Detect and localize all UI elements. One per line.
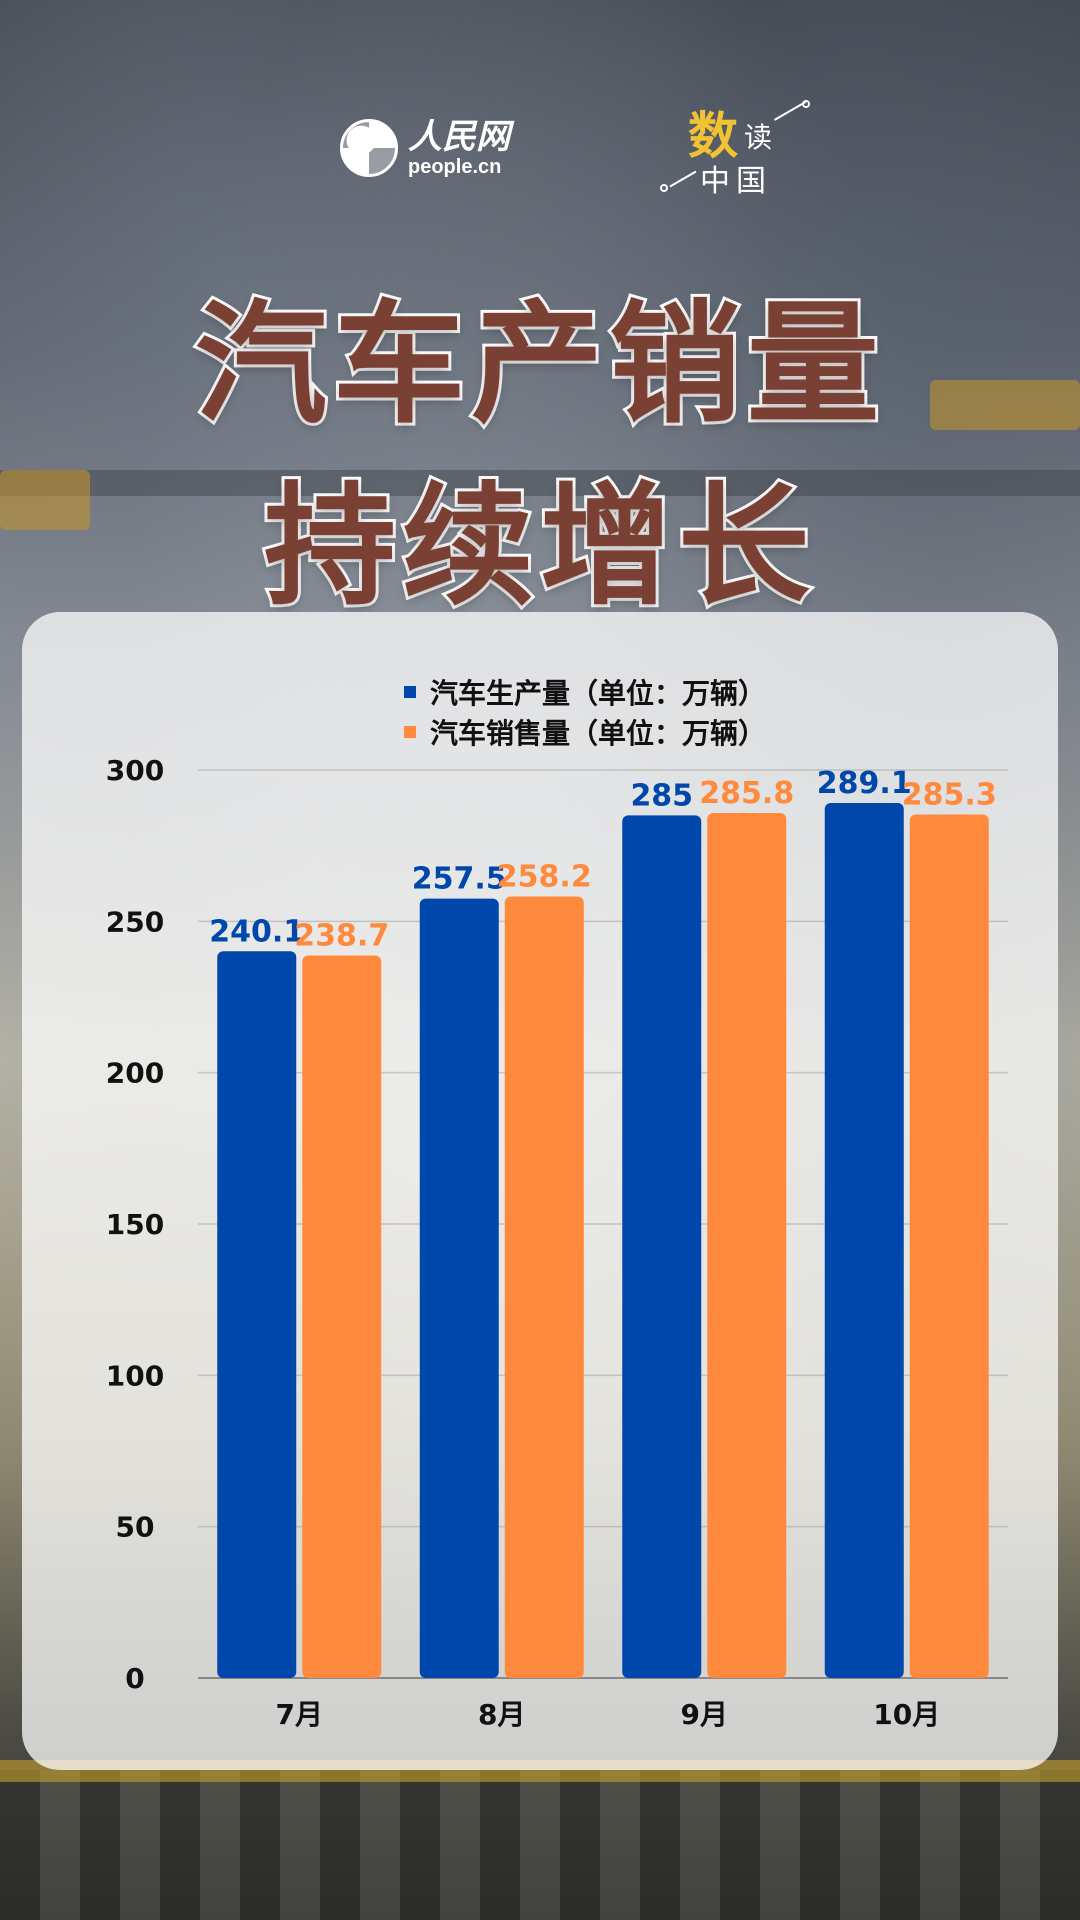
y-tick-label: 150 bbox=[106, 1208, 164, 1241]
page-title-line-2: 持续增长 bbox=[261, 467, 816, 627]
legend-swatch-sales bbox=[404, 726, 416, 738]
x-tick-label: 8月 bbox=[478, 1698, 525, 1731]
data-label-sales: 285.8 bbox=[699, 776, 794, 811]
badge-char-shu: 数 bbox=[688, 106, 738, 165]
x-tick-label: 7月 bbox=[276, 1698, 323, 1731]
badge-dot bbox=[802, 100, 810, 108]
x-tick-label: 9月 bbox=[681, 1698, 728, 1731]
legend-item-sales: 汽车销售量（单位：万辆） bbox=[404, 712, 766, 752]
x-tick-label: 10月 bbox=[873, 1698, 940, 1731]
logo-icon bbox=[340, 119, 398, 177]
data-label-production: 285 bbox=[630, 778, 693, 813]
data-read-china-badge: 数 读 中国 bbox=[660, 96, 810, 206]
data-label-production: 257.5 bbox=[412, 862, 507, 897]
legend-label-production: 汽车生产量（单位：万辆） bbox=[430, 677, 767, 710]
y-tick-label: 100 bbox=[106, 1359, 164, 1392]
y-tick-label: 250 bbox=[106, 905, 164, 938]
logo-english-text: people.cn bbox=[408, 156, 502, 178]
badge-chars-zhongguo: 中国 bbox=[700, 164, 772, 199]
data-label-sales: 258.2 bbox=[497, 860, 592, 895]
data-label-sales: 285.3 bbox=[902, 777, 997, 812]
data-label-sales: 238.7 bbox=[294, 919, 389, 954]
bar-production bbox=[419, 898, 499, 1678]
bar-production bbox=[622, 815, 702, 1678]
y-tick-label: 50 bbox=[116, 1511, 155, 1544]
y-tick-label: 300 bbox=[106, 754, 164, 787]
data-label-production: 240.1 bbox=[209, 914, 304, 949]
y-tick-label: 200 bbox=[106, 1057, 164, 1090]
bar-sales bbox=[504, 896, 584, 1678]
legend-item-production: 汽车生产量（单位：万辆） bbox=[404, 672, 766, 712]
bar-sales bbox=[909, 814, 989, 1678]
bar-production bbox=[217, 951, 297, 1678]
badge-dot bbox=[660, 184, 668, 192]
badge-char-du: 读 bbox=[744, 121, 773, 154]
legend-label-sales: 汽车销售量（单位：万辆） bbox=[430, 717, 767, 750]
people-cn-logo: 人民网 people.cn bbox=[340, 118, 510, 178]
legend-swatch-production bbox=[404, 686, 416, 698]
bar-production bbox=[824, 802, 904, 1678]
page-title-line-1: 汽车产销量 bbox=[192, 285, 885, 445]
bar-sales bbox=[302, 955, 382, 1678]
data-label-production: 289.1 bbox=[817, 766, 912, 801]
bar-sales bbox=[707, 812, 787, 1678]
chart-legend: 汽车生产量（单位：万辆） 汽车销售量（单位：万辆） bbox=[404, 672, 766, 752]
logo-chinese-text: 人民网 bbox=[408, 117, 510, 157]
y-tick-label: 0 bbox=[125, 1662, 144, 1695]
